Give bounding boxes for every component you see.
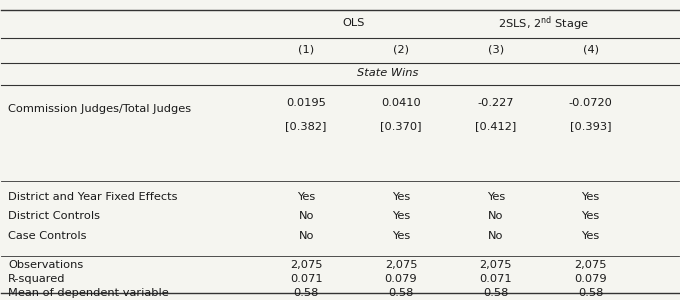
Text: 2SLS, 2$^{\mathrm{nd}}$ Stage: 2SLS, 2$^{\mathrm{nd}}$ Stage xyxy=(498,14,589,33)
Text: District Controls: District Controls xyxy=(8,212,100,221)
Text: -0.227: -0.227 xyxy=(477,98,514,108)
Text: Observations: Observations xyxy=(8,260,84,270)
Text: 0.0195: 0.0195 xyxy=(286,98,326,108)
Text: District and Year Fixed Effects: District and Year Fixed Effects xyxy=(8,192,177,202)
Text: 0.071: 0.071 xyxy=(290,274,322,284)
Text: [0.412]: [0.412] xyxy=(475,122,516,132)
Text: (3): (3) xyxy=(488,45,504,55)
Text: Yes: Yes xyxy=(392,212,410,221)
Text: [0.370]: [0.370] xyxy=(380,122,422,132)
Text: [0.393]: [0.393] xyxy=(570,122,611,132)
Text: 0.58: 0.58 xyxy=(388,288,413,298)
Text: No: No xyxy=(488,212,503,221)
Text: 2,075: 2,075 xyxy=(290,260,322,270)
Text: Yes: Yes xyxy=(392,230,410,241)
Text: Yes: Yes xyxy=(581,192,600,202)
Text: Commission Judges/Total Judges: Commission Judges/Total Judges xyxy=(8,104,191,114)
Text: Yes: Yes xyxy=(392,192,410,202)
Text: 0.071: 0.071 xyxy=(479,274,512,284)
Text: 0.58: 0.58 xyxy=(294,288,319,298)
Text: 0.58: 0.58 xyxy=(578,288,603,298)
Text: 2,075: 2,075 xyxy=(479,260,512,270)
Text: Case Controls: Case Controls xyxy=(8,230,86,241)
Text: Mean of dependent variable: Mean of dependent variable xyxy=(8,288,169,298)
Text: OLS: OLS xyxy=(342,19,364,28)
Text: (4): (4) xyxy=(583,45,598,55)
Text: 2,075: 2,075 xyxy=(385,260,418,270)
Text: State Wins: State Wins xyxy=(357,68,418,78)
Text: No: No xyxy=(488,230,503,241)
Text: (1): (1) xyxy=(298,45,314,55)
Text: 0.079: 0.079 xyxy=(574,274,607,284)
Text: 0.0410: 0.0410 xyxy=(381,98,421,108)
Text: Yes: Yes xyxy=(297,192,316,202)
Text: R-squared: R-squared xyxy=(8,274,66,284)
Text: Yes: Yes xyxy=(581,230,600,241)
Text: No: No xyxy=(299,212,314,221)
Text: 2,075: 2,075 xyxy=(575,260,607,270)
Text: [0.382]: [0.382] xyxy=(286,122,327,132)
Text: 0.58: 0.58 xyxy=(483,288,509,298)
Text: Yes: Yes xyxy=(487,192,505,202)
Text: No: No xyxy=(299,230,314,241)
Text: -0.0720: -0.0720 xyxy=(568,98,613,108)
Text: Yes: Yes xyxy=(581,212,600,221)
Text: (2): (2) xyxy=(393,45,409,55)
Text: 0.079: 0.079 xyxy=(385,274,418,284)
